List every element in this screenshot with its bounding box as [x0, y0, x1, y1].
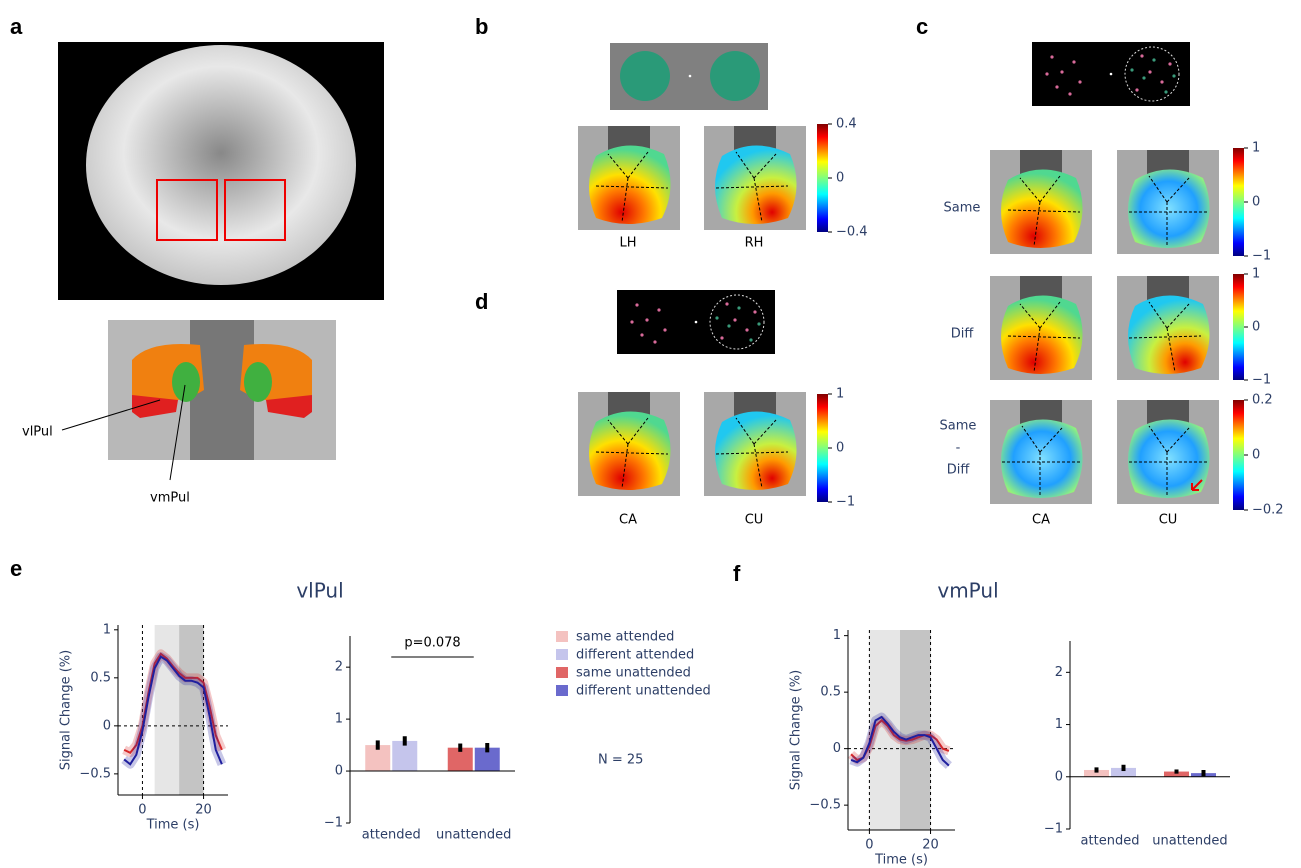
activation-map — [1117, 400, 1219, 504]
legend-swatch — [556, 631, 568, 642]
legend-swatch — [556, 649, 568, 660]
stimulus — [617, 290, 775, 354]
row-label: Same — [940, 419, 977, 434]
activation-map — [704, 392, 806, 496]
annotation: p=0.078 — [404, 636, 460, 651]
y-tick-label: −1 — [324, 816, 343, 831]
y-tick-label: −0.5 — [809, 798, 841, 813]
y-tick-label: 2 — [1055, 665, 1063, 680]
map-label: CA — [1032, 513, 1050, 528]
map-label: CU — [745, 513, 764, 528]
y-tick-label: 1 — [1055, 717, 1063, 732]
y-tick-label: 0 — [833, 741, 841, 756]
brain-coronal — [58, 42, 384, 300]
x-tick-label: attended — [1081, 834, 1140, 849]
y-axis-label: Signal Change (%) — [59, 650, 74, 770]
colorbar-tick-label: 1 — [1252, 267, 1260, 282]
legend-label: same attended — [576, 630, 674, 645]
colorbar-tick-label: 0 — [836, 171, 844, 186]
y-tick-label: 0 — [1055, 769, 1063, 784]
colorbar-tick-label: 0 — [1252, 195, 1260, 210]
panel-label: a — [10, 14, 23, 39]
colorbar-tick-label: 1 — [836, 387, 844, 402]
activation-map — [990, 276, 1092, 380]
activation-map — [578, 392, 680, 496]
x-tick-label: 20 — [922, 838, 939, 853]
x-tick-label: attended — [362, 828, 421, 843]
colorbar-tick-label: −0.2 — [1252, 503, 1284, 518]
map-label: RH — [745, 236, 764, 251]
colorbar-tick-label: −1 — [836, 495, 855, 510]
y-tick-label: 1 — [833, 628, 841, 643]
x-tick-label: 20 — [195, 803, 212, 818]
y-tick-label: 0.5 — [820, 685, 841, 700]
colorbar-tick-label: −0.4 — [836, 225, 868, 240]
panel-label: c — [916, 14, 928, 39]
x-tick-label: unattended — [1152, 834, 1227, 849]
map-label: CA — [619, 513, 637, 528]
map-label: LH — [619, 236, 636, 251]
colorbar — [817, 394, 828, 502]
legend-label: same unattended — [576, 666, 691, 681]
colorbar — [1233, 274, 1244, 380]
panel-label: d — [475, 289, 488, 314]
pulvinar-atlas — [62, 320, 336, 480]
x-axis-label: Time (s) — [146, 818, 200, 833]
y-tick-label: −0.5 — [79, 766, 111, 781]
colorbar-tick-label: 0.4 — [836, 117, 857, 132]
legend-swatch — [556, 667, 568, 678]
legend-swatch — [556, 685, 568, 696]
activation-map — [1117, 276, 1219, 380]
y-tick-label: 2 — [335, 660, 343, 675]
y-axis-label: Signal Change (%) — [789, 670, 804, 790]
colorbar-tick-label: −1 — [1252, 373, 1271, 388]
colorbar — [1233, 400, 1244, 510]
map-label: CU — [1159, 513, 1178, 528]
colorbar-tick-label: 0.2 — [1252, 393, 1273, 408]
x-axis-label: Time (s) — [874, 853, 928, 868]
legend-label: different attended — [576, 648, 694, 663]
row-label: Diff — [947, 463, 971, 478]
stimulus — [610, 43, 768, 110]
shaded-span — [900, 630, 931, 830]
region-label: vmPul — [150, 491, 190, 506]
colorbar-tick-label: 0 — [836, 441, 844, 456]
activation-map — [704, 126, 806, 230]
y-tick-label: 1 — [335, 712, 343, 727]
colorbar — [817, 124, 828, 232]
y-tick-label: 0 — [103, 718, 111, 733]
figure: a b c d e f vlPul vmPul LH RH Same Diff … — [0, 0, 1301, 868]
colorbar-tick-label: 0 — [1252, 448, 1260, 463]
chart-title: vmPul — [937, 579, 998, 603]
legend-label: different unattended — [576, 684, 711, 699]
y-tick-label: −1 — [1044, 822, 1063, 837]
shaded-span — [179, 625, 203, 795]
stimulus — [1032, 42, 1190, 106]
x-tick-label: 0 — [138, 803, 146, 818]
region-label: vlPul — [22, 425, 53, 440]
x-tick-label: 0 — [865, 838, 873, 853]
chart-title: vlPul — [296, 579, 343, 603]
activation-map — [1117, 150, 1219, 254]
colorbar-tick-label: 1 — [1252, 141, 1260, 156]
panel-label: e — [10, 556, 22, 581]
note: N = 25 — [598, 753, 643, 768]
activation-map — [990, 150, 1092, 254]
colorbar-tick-label: 0 — [1252, 320, 1260, 335]
x-tick-label: unattended — [436, 828, 511, 843]
activation-map — [578, 126, 680, 230]
y-tick-label: 0.5 — [90, 670, 111, 685]
row-label: Diff — [951, 327, 975, 342]
panel-label: b — [475, 14, 488, 39]
y-tick-label: 0 — [335, 764, 343, 779]
row-label: - — [956, 441, 961, 456]
activation-map — [990, 400, 1092, 504]
row-label: Same — [944, 201, 981, 216]
colorbar — [1233, 148, 1244, 256]
colorbar-tick-label: −1 — [1252, 249, 1271, 264]
panel-label: f — [733, 561, 741, 586]
y-tick-label: 1 — [103, 622, 111, 637]
